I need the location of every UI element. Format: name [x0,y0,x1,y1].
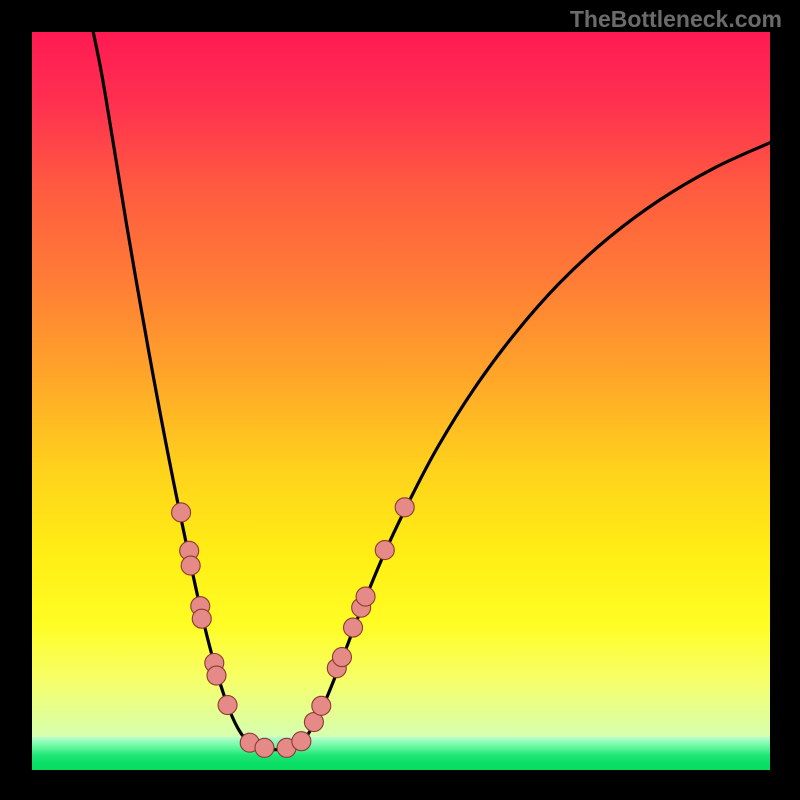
plot-area [32,32,770,770]
data-marker [356,587,375,606]
data-marker [344,618,363,637]
data-marker [395,498,414,517]
bottleneck-curve [93,32,770,750]
data-marker [312,696,331,715]
chart-stage: TheBottleneck.com [0,0,800,800]
data-marker [255,738,274,757]
data-marker [207,666,226,685]
data-marker [218,696,237,715]
watermark-text: TheBottleneck.com [570,6,782,33]
data-marker [332,648,351,667]
data-marker [192,609,211,628]
curve-layer [32,32,770,770]
data-marker [172,503,191,522]
data-marker [292,732,311,751]
data-marker [181,556,200,575]
data-marker [375,541,394,560]
